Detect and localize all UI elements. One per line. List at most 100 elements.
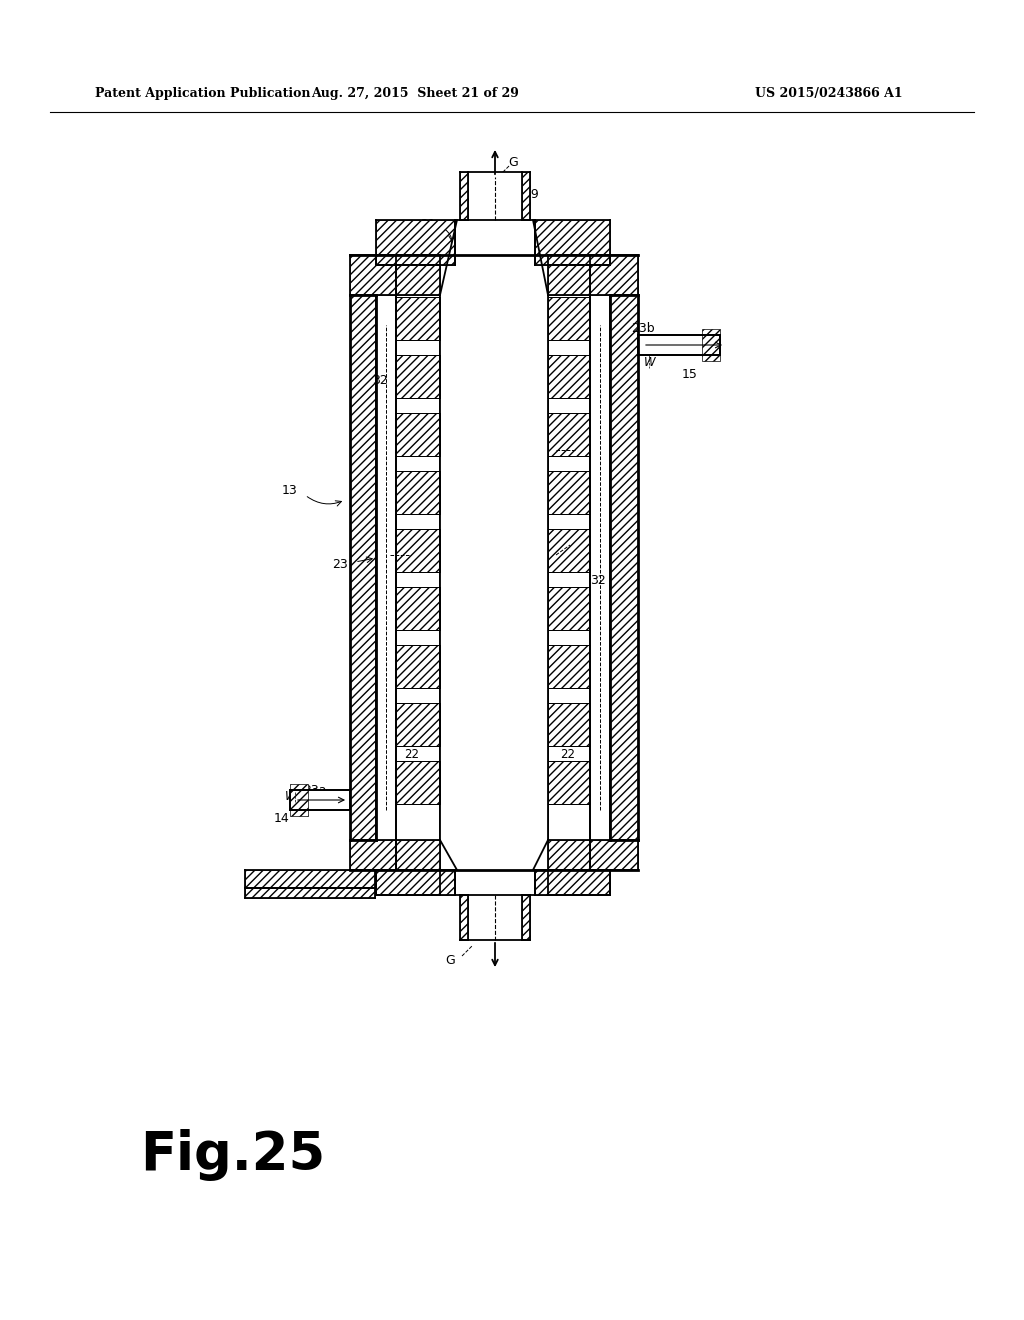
Polygon shape [396,587,440,630]
Polygon shape [396,587,440,630]
Polygon shape [548,265,590,294]
Polygon shape [396,645,440,688]
Polygon shape [396,645,440,688]
Polygon shape [702,329,720,360]
Polygon shape [396,529,440,572]
Text: W: W [644,355,655,368]
Text: 30: 30 [386,264,402,276]
Polygon shape [396,265,440,294]
Polygon shape [548,529,590,572]
Polygon shape [590,294,610,840]
Text: 32: 32 [372,374,388,387]
Polygon shape [548,255,610,265]
Polygon shape [548,294,590,840]
Polygon shape [638,335,720,355]
Polygon shape [548,762,590,804]
Polygon shape [610,294,638,840]
Polygon shape [396,297,440,341]
Text: 22: 22 [560,301,575,314]
Polygon shape [548,840,590,870]
Text: 13: 13 [283,483,298,496]
Text: US 2015/0243866 A1: US 2015/0243866 A1 [755,87,902,99]
Polygon shape [548,413,590,455]
Polygon shape [548,471,590,513]
Polygon shape [548,704,590,746]
Polygon shape [290,789,350,810]
Text: 23a: 23a [303,784,327,796]
Polygon shape [548,587,590,630]
Polygon shape [522,172,530,220]
Polygon shape [548,297,590,341]
Polygon shape [350,840,396,870]
Polygon shape [396,413,440,455]
Polygon shape [440,294,548,840]
Text: 32: 32 [590,573,606,586]
Text: 21: 21 [484,582,504,598]
Polygon shape [396,413,440,455]
Text: G: G [445,953,455,966]
Polygon shape [548,413,590,455]
Polygon shape [376,870,440,895]
Text: 22: 22 [404,301,420,314]
Polygon shape [350,255,396,294]
Polygon shape [245,888,375,898]
Polygon shape [548,355,590,399]
Polygon shape [548,645,590,688]
Polygon shape [376,255,440,265]
Polygon shape [535,870,610,895]
Polygon shape [548,762,590,804]
Text: 22: 22 [568,533,584,546]
Text: Fig.25: Fig.25 [140,1129,326,1181]
Text: 14: 14 [274,812,290,825]
Polygon shape [376,294,396,840]
Polygon shape [245,870,375,888]
Polygon shape [468,895,522,940]
Polygon shape [548,870,610,895]
Polygon shape [548,645,590,688]
Polygon shape [396,355,440,399]
Polygon shape [396,355,440,399]
Polygon shape [455,870,535,895]
Polygon shape [548,471,590,513]
Polygon shape [396,704,440,746]
Polygon shape [396,704,440,746]
Polygon shape [590,255,638,294]
Text: 81: 81 [255,870,271,883]
Polygon shape [590,840,638,870]
Polygon shape [396,297,440,341]
Polygon shape [245,870,375,888]
Text: W: W [286,791,297,804]
Polygon shape [548,587,590,630]
Polygon shape [396,294,440,840]
Polygon shape [522,895,530,940]
Text: 81a: 81a [266,886,290,899]
Text: 23b: 23b [631,322,654,334]
Polygon shape [548,529,590,572]
Text: 23: 23 [332,558,348,572]
Text: Patent Application Publication: Patent Application Publication [95,87,310,99]
Polygon shape [460,895,468,940]
Polygon shape [376,220,455,265]
Polygon shape [396,471,440,513]
Text: Aug. 27, 2015  Sheet 21 of 29: Aug. 27, 2015 Sheet 21 of 29 [311,87,519,99]
Polygon shape [548,704,590,746]
Polygon shape [396,840,440,870]
Text: 19: 19 [524,187,540,201]
Text: 21a: 21a [420,219,443,231]
Polygon shape [455,220,535,265]
Polygon shape [350,294,376,840]
Polygon shape [396,529,440,572]
Polygon shape [396,762,440,804]
Polygon shape [396,471,440,513]
Text: G: G [508,156,518,169]
Polygon shape [376,870,455,895]
Polygon shape [290,784,308,816]
Text: 34: 34 [612,264,628,276]
Polygon shape [548,297,590,341]
Text: 22: 22 [404,748,420,762]
Polygon shape [548,355,590,399]
Polygon shape [396,762,440,804]
Polygon shape [468,172,522,220]
Polygon shape [535,220,610,265]
Text: 15: 15 [682,368,698,381]
